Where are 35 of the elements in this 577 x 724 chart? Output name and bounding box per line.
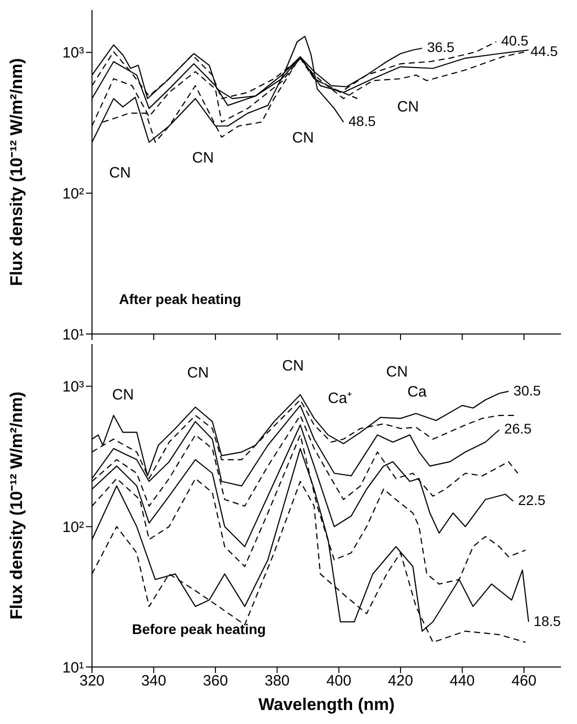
annotation: Ca⁺: [328, 389, 352, 407]
x-tick-label: 400: [326, 672, 352, 690]
series-label: 44.5: [530, 42, 558, 59]
y-axis-title: Flux density (10⁻¹² W/m²/nm): [7, 392, 26, 620]
series-label: 40.5: [501, 32, 529, 49]
series-label: 18.5: [534, 612, 562, 629]
series-label: 22.5: [518, 492, 546, 508]
annotation: CN: [112, 386, 134, 404]
annotation: CN: [187, 364, 209, 382]
annotation: CN: [109, 164, 131, 182]
x-tick-label: 420: [388, 672, 414, 690]
annotation: CN: [282, 358, 304, 374]
y-axis-title: Flux density (10⁻¹² W/m²/nm): [7, 58, 26, 286]
x-tick-label: 460: [511, 672, 536, 690]
x-tick-label: 340: [141, 672, 166, 690]
y-tick-label: 10³: [62, 378, 84, 396]
annotation: CN: [292, 130, 314, 146]
x-tick-label: 380: [264, 672, 290, 690]
annotation: Before peak heating: [132, 621, 266, 637]
x-tick-label: 360: [202, 672, 228, 690]
annotation: CN: [386, 364, 408, 380]
series-label: 30.5: [514, 382, 542, 398]
series-label: 36.5: [427, 39, 455, 56]
x-tick-label: 440: [450, 672, 475, 690]
y-tick-label: 10²: [62, 518, 84, 536]
annotation: CN: [192, 150, 214, 166]
annotation: After peak heating: [119, 291, 242, 307]
series-label: 48.5: [348, 113, 376, 130]
y-tick-label: 10²: [62, 186, 84, 203]
annotation: CN: [397, 98, 419, 116]
y-tick-label: 10³: [62, 44, 84, 62]
y-tick-label: 10¹: [62, 326, 84, 344]
series-label: 26.5: [504, 420, 532, 437]
annotation: Ca: [407, 384, 427, 400]
x-axis-title: Wavelength (nm): [258, 695, 395, 714]
